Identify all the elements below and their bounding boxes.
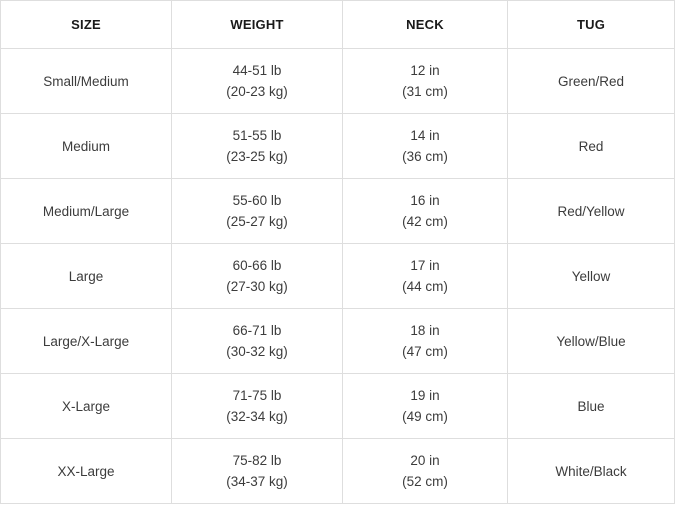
neck-in: 18 in [410, 323, 440, 338]
weight-kg: (25-27 kg) [226, 214, 288, 229]
weight-kg: (23-25 kg) [226, 149, 288, 164]
cell-size: X-Large [0, 373, 172, 439]
cell-neck: 18 in (47 cm) [342, 308, 508, 374]
weight-lb: 60-66 lb [232, 258, 282, 273]
cell-weight: 71-75 lb (32-34 kg) [171, 373, 343, 439]
cell-size: XX-Large [0, 438, 172, 504]
cell-tug: Yellow/Blue [507, 308, 675, 374]
weight-lb: 51-55 lb [232, 128, 282, 143]
table-row: X-Large 71-75 lb (32-34 kg) 19 in (49 cm… [0, 373, 675, 439]
weight-kg: (32-34 kg) [226, 409, 288, 424]
neck-in: 20 in [410, 453, 440, 468]
weight-kg: (30-32 kg) [226, 344, 288, 359]
cell-size: Large [0, 243, 172, 309]
neck-cm: (44 cm) [402, 279, 448, 294]
cell-tug: Green/Red [507, 48, 675, 114]
weight-kg: (27-30 kg) [226, 279, 288, 294]
cell-tug: Red [507, 113, 675, 179]
cell-weight: 44-51 lb (20-23 kg) [171, 48, 343, 114]
column-header-weight: WEIGHT [171, 0, 343, 49]
weight-lb: 71-75 lb [232, 388, 282, 403]
table-row: Large/X-Large 66-71 lb (30-32 kg) 18 in … [0, 308, 675, 374]
neck-cm: (31 cm) [402, 84, 448, 99]
table-row: Small/Medium 44-51 lb (20-23 kg) 12 in (… [0, 48, 675, 114]
cell-weight: 66-71 lb (30-32 kg) [171, 308, 343, 374]
cell-tug: Red/Yellow [507, 178, 675, 244]
table-row: Medium 51-55 lb (23-25 kg) 14 in (36 cm)… [0, 113, 675, 179]
column-header-size: SIZE [0, 0, 172, 49]
cell-neck: 14 in (36 cm) [342, 113, 508, 179]
column-header-tug: TUG [507, 0, 675, 49]
column-header-neck: NECK [342, 0, 508, 49]
neck-in: 14 in [410, 128, 440, 143]
cell-weight: 60-66 lb (27-30 kg) [171, 243, 343, 309]
weight-kg: (20-23 kg) [226, 84, 288, 99]
cell-neck: 19 in (49 cm) [342, 373, 508, 439]
neck-cm: (36 cm) [402, 149, 448, 164]
neck-in: 12 in [410, 63, 440, 78]
cell-tug: Blue [507, 373, 675, 439]
cell-weight: 55-60 lb (25-27 kg) [171, 178, 343, 244]
cell-size: Large/X-Large [0, 308, 172, 374]
weight-lb: 75-82 lb [232, 453, 282, 468]
weight-kg: (34-37 kg) [226, 474, 288, 489]
cell-tug: White/Black [507, 438, 675, 504]
cell-weight: 75-82 lb (34-37 kg) [171, 438, 343, 504]
cell-tug: Yellow [507, 243, 675, 309]
table-row: Large 60-66 lb (27-30 kg) 17 in (44 cm) … [0, 243, 675, 309]
neck-cm: (52 cm) [402, 474, 448, 489]
cell-size: Medium/Large [0, 178, 172, 244]
neck-in: 16 in [410, 193, 440, 208]
cell-size: Small/Medium [0, 48, 172, 114]
weight-lb: 44-51 lb [232, 63, 282, 78]
cell-size: Medium [0, 113, 172, 179]
neck-cm: (47 cm) [402, 344, 448, 359]
cell-neck: 17 in (44 cm) [342, 243, 508, 309]
cell-weight: 51-55 lb (23-25 kg) [171, 113, 343, 179]
table-row: Medium/Large 55-60 lb (25-27 kg) 16 in (… [0, 178, 675, 244]
neck-in: 17 in [410, 258, 440, 273]
cell-neck: 16 in (42 cm) [342, 178, 508, 244]
weight-lb: 66-71 lb [232, 323, 282, 338]
cell-neck: 20 in (52 cm) [342, 438, 508, 504]
header-row: SIZE WEIGHT NECK TUG [0, 0, 675, 49]
cell-neck: 12 in (31 cm) [342, 48, 508, 114]
neck-in: 19 in [410, 388, 440, 403]
weight-lb: 55-60 lb [232, 193, 282, 208]
neck-cm: (49 cm) [402, 409, 448, 424]
table-row: XX-Large 75-82 lb (34-37 kg) 20 in (52 c… [0, 438, 675, 504]
neck-cm: (42 cm) [402, 214, 448, 229]
